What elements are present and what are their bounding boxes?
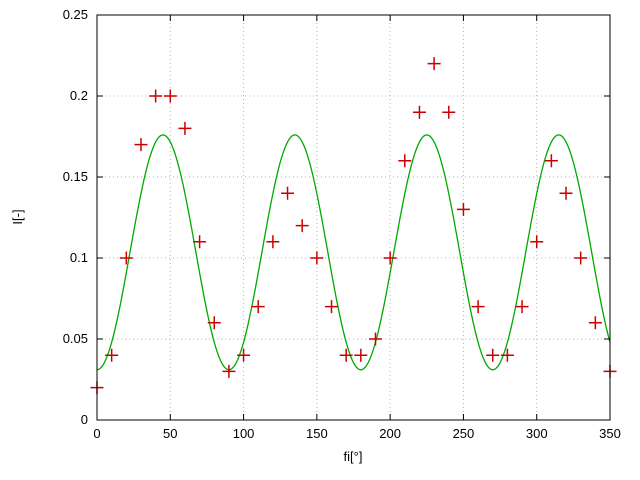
- axis-ticks: [96, 14, 611, 421]
- x-tick-label: 0: [93, 426, 100, 441]
- data-point-marker: [368, 332, 382, 346]
- data-point-marker: [530, 235, 544, 249]
- data-point-marker: [119, 251, 133, 265]
- data-point-marker: [442, 105, 456, 119]
- x-tick-label: 50: [163, 426, 177, 441]
- data-point-marker: [412, 105, 426, 119]
- y-axis-label: I[-]: [10, 209, 25, 224]
- y-tick-label: 0.2: [70, 88, 88, 103]
- y-tick-label: 0: [81, 412, 88, 427]
- x-tick-labels: 0 50 100 150 200 250 300 350: [93, 426, 620, 441]
- data-point-marker: [427, 57, 441, 71]
- y-tick-label: 0.15: [63, 169, 88, 184]
- y-tick-label: 0.05: [63, 331, 88, 346]
- data-point-marker: [149, 89, 163, 103]
- data-points: [90, 57, 617, 395]
- data-point-marker: [486, 348, 500, 362]
- y-tick-labels: 0 0.05 0.1 0.15 0.2 0.25: [63, 7, 88, 427]
- x-tick-label: 250: [453, 426, 475, 441]
- data-point-marker: [281, 186, 295, 200]
- x-tick-label: 200: [379, 426, 401, 441]
- x-axis-label: fi[°]: [344, 449, 363, 464]
- data-point-marker: [325, 300, 339, 314]
- data-point-marker: [515, 300, 529, 314]
- data-point-marker: [207, 316, 221, 330]
- data-point-marker: [588, 316, 602, 330]
- data-point-marker: [574, 251, 588, 265]
- x-tick-label: 150: [306, 426, 328, 441]
- fit-line: [96, 134, 611, 371]
- grid-lines: [96, 14, 611, 421]
- y-tick-label: 0.25: [63, 7, 88, 22]
- data-point-marker: [500, 348, 514, 362]
- data-point-marker: [266, 235, 280, 249]
- data-point-marker: [559, 186, 573, 200]
- data-point-marker: [354, 348, 368, 362]
- data-point-marker: [251, 300, 265, 314]
- data-point-marker: [222, 364, 236, 378]
- data-point-marker: [471, 300, 485, 314]
- data-point-marker: [178, 121, 192, 135]
- data-point-marker: [105, 348, 119, 362]
- x-tick-label: 350: [599, 426, 621, 441]
- data-point-marker: [398, 154, 412, 168]
- fit-curve: [96, 134, 611, 371]
- data-point-marker: [544, 154, 558, 168]
- data-point-marker: [134, 138, 148, 152]
- data-point-marker: [339, 348, 353, 362]
- data-point-marker: [163, 89, 177, 103]
- data-point-marker: [456, 202, 470, 216]
- y-tick-label: 0.1: [70, 250, 88, 265]
- data-point-marker: [295, 219, 309, 233]
- data-point-marker: [310, 251, 324, 265]
- data-point-marker: [383, 251, 397, 265]
- plot-border: [96, 14, 611, 421]
- x-tick-label: 100: [233, 426, 255, 441]
- data-point-marker: [193, 235, 207, 249]
- x-tick-label: 300: [526, 426, 548, 441]
- data-point-marker: [237, 348, 251, 362]
